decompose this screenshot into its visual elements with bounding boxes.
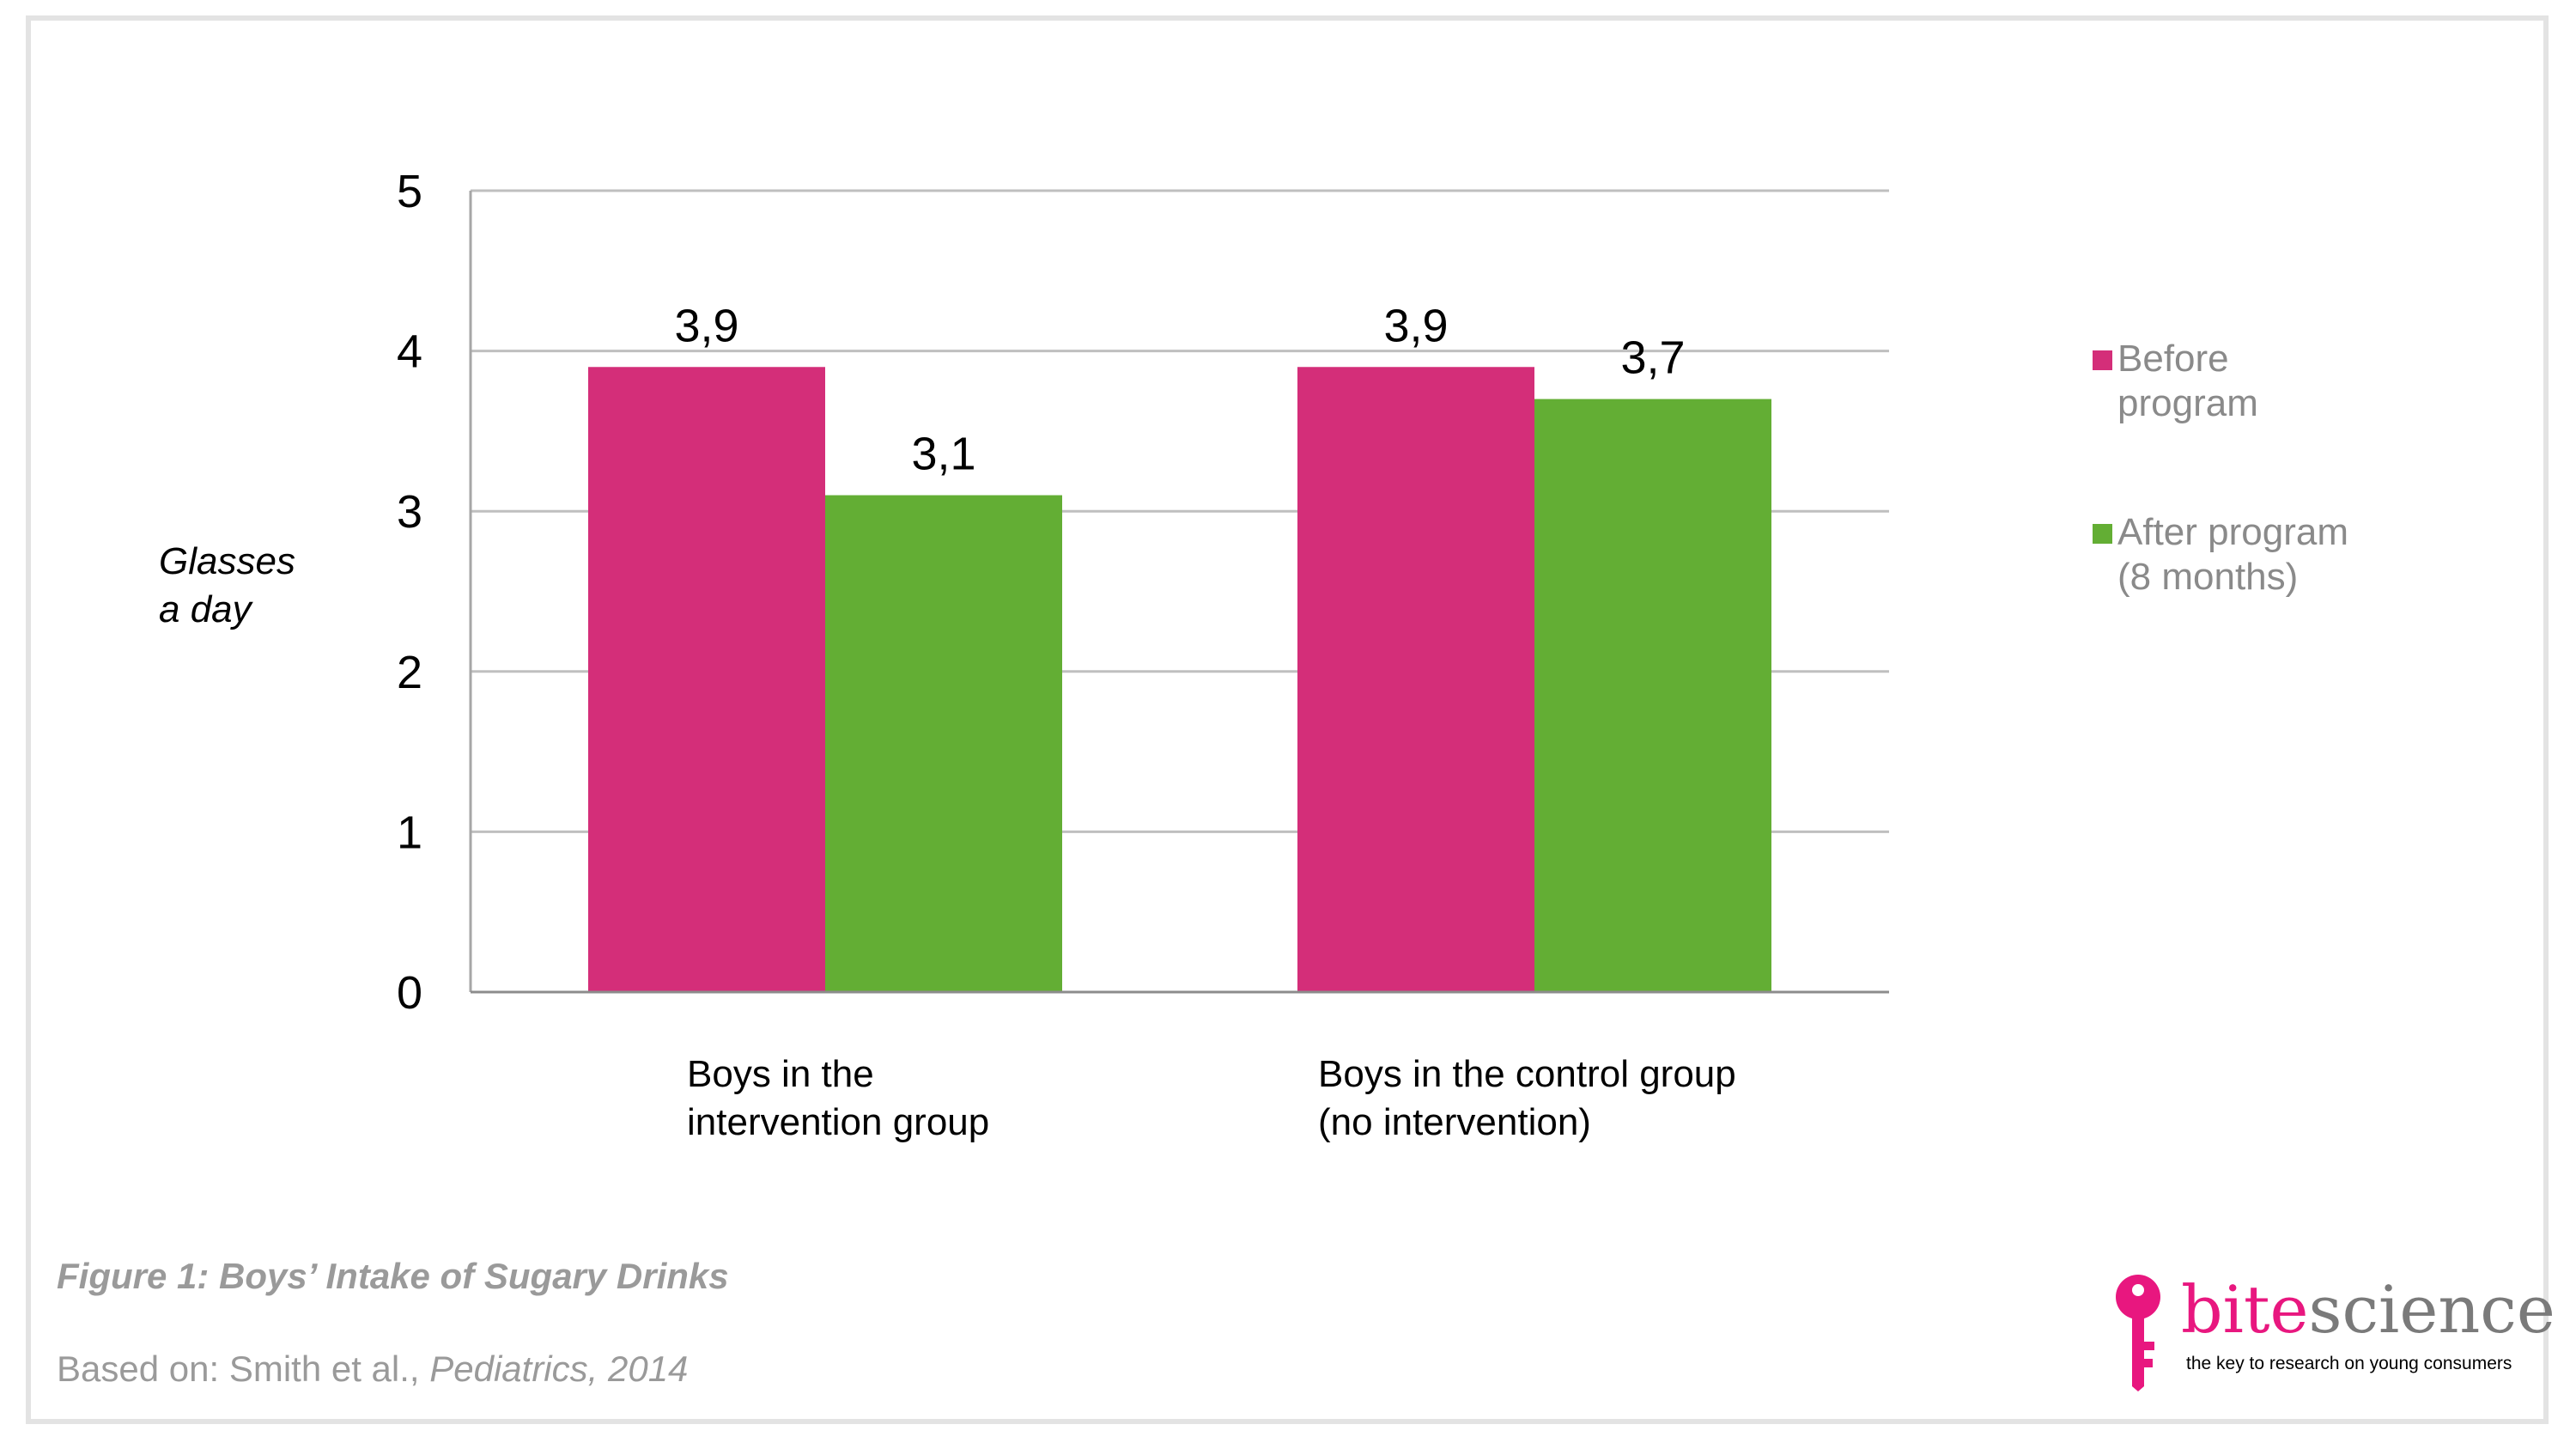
bar bbox=[1534, 399, 1771, 993]
data-label: 3,9 bbox=[1383, 300, 1448, 351]
y-axis-title: a day bbox=[159, 588, 254, 630]
bar bbox=[825, 495, 1062, 992]
y-tick-label: 1 bbox=[397, 807, 422, 858]
logo-bite: bite bbox=[2181, 1271, 2309, 1348]
logo-tagline: the key to research on young consumers bbox=[2186, 1354, 2512, 1373]
bars bbox=[588, 367, 1771, 993]
x-category-label: Boys in the bbox=[687, 1053, 874, 1095]
legend-swatch bbox=[2093, 350, 2112, 370]
logo-science: science bbox=[2308, 1271, 2555, 1348]
legend-label: (8 months) bbox=[2117, 556, 2298, 598]
source-citation: Based on: Smith et al., Pediatrics, 2014 bbox=[57, 1349, 688, 1390]
data-label: 3,7 bbox=[1620, 332, 1685, 384]
legend-label: After program bbox=[2117, 511, 2348, 553]
figure-caption: Figure 1: Boys’ Intake of Sugary Drinks bbox=[57, 1256, 729, 1296]
legend-swatch bbox=[2093, 524, 2112, 544]
y-tick-label: 2 bbox=[397, 647, 422, 698]
source-journal: Pediatrics, 2014 bbox=[429, 1349, 689, 1389]
legend-label: Before bbox=[2117, 338, 2229, 380]
data-label: 3,1 bbox=[911, 429, 975, 480]
axes bbox=[469, 191, 1889, 994]
y-tick-label: 5 bbox=[397, 166, 422, 217]
x-category-label: intervention group bbox=[687, 1101, 989, 1143]
key-icon bbox=[2116, 1275, 2160, 1391]
y-axis-title: Glasses bbox=[159, 540, 295, 582]
legend-label: program bbox=[2117, 382, 2258, 424]
y-tick-label: 3 bbox=[397, 486, 422, 538]
source-prefix: Based on: Smith et al., bbox=[57, 1349, 430, 1389]
data-label: 3,9 bbox=[674, 300, 738, 351]
y-tick-label: 0 bbox=[397, 967, 422, 1019]
bar bbox=[1297, 367, 1534, 992]
labels: 0 1 2 3 4 5 3,9 3,1 Boys in the intervention grou… bbox=[159, 166, 1736, 1143]
x-category-label: Boys in the control group bbox=[1318, 1053, 1736, 1095]
bar bbox=[588, 367, 825, 992]
logo-wordmark: bitescience bbox=[2181, 1271, 2555, 1349]
figure-frame bbox=[26, 15, 2549, 1424]
y-tick-label: 4 bbox=[397, 326, 422, 378]
bitescience-logo: bitescience the key to research on young… bbox=[2112, 1271, 2555, 1391]
x-category-label: (no intervention) bbox=[1318, 1101, 1591, 1143]
